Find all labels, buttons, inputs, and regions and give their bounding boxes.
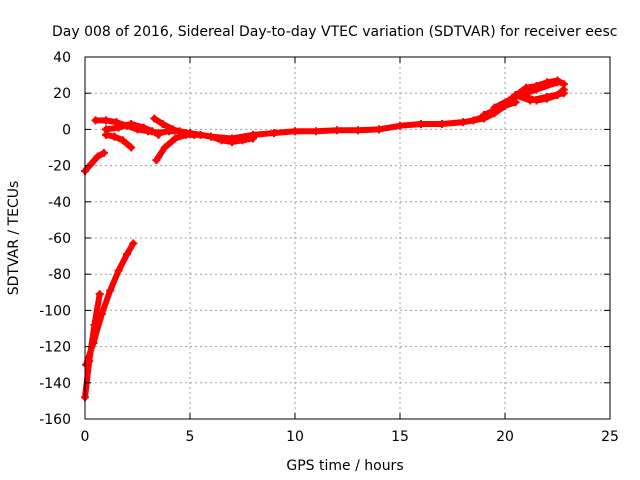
- data-point: [217, 136, 226, 145]
- axis-ticks: 0 5 10 15 20 25 -160 -140 -120 -100 -80 -60 -40 -20 0 2…: [39, 50, 619, 445]
- data-point: [112, 118, 121, 127]
- data-point: [207, 132, 215, 141]
- data-point: [480, 110, 488, 119]
- data-point: [127, 119, 136, 128]
- data-point: [490, 103, 499, 112]
- y-tick-label: -120: [39, 340, 71, 356]
- data-point: [171, 134, 180, 143]
- data-point: [87, 159, 96, 168]
- data-point: [553, 78, 562, 87]
- series-arc-a: [82, 149, 107, 175]
- data-point: [196, 130, 205, 139]
- data-point: [249, 134, 257, 143]
- y-axis-label: SDTVAR / TECUs: [6, 181, 22, 296]
- data-point: [511, 92, 520, 101]
- grid: [85, 57, 610, 419]
- y-tick-label: -40: [48, 195, 71, 211]
- data-point: [169, 125, 178, 134]
- data-point: [354, 126, 362, 135]
- data-point: [97, 310, 106, 319]
- y-tick-label: -160: [39, 412, 71, 428]
- data-point: [553, 91, 562, 100]
- y-tick-label: -80: [48, 267, 71, 283]
- data-point: [93, 152, 102, 161]
- y-tick-label: 40: [53, 50, 71, 66]
- data-point: [82, 360, 91, 369]
- data-point: [114, 123, 123, 132]
- data-point: [158, 119, 167, 128]
- data-point: [114, 266, 123, 275]
- data-point: [375, 125, 383, 134]
- series-arc-c: [103, 131, 135, 151]
- data-point: [150, 114, 159, 123]
- x-tick-label: 0: [81, 429, 90, 445]
- data-point: [95, 290, 104, 299]
- x-tick-label: 10: [286, 429, 304, 445]
- x-tick-label: 15: [391, 429, 409, 445]
- data-point: [106, 286, 115, 295]
- data-point: [129, 239, 138, 248]
- data-point: [181, 130, 190, 139]
- data-point: [333, 126, 341, 135]
- data-point: [543, 94, 551, 103]
- series-layer: [81, 76, 568, 402]
- data-point: [139, 123, 148, 132]
- data-point: [154, 130, 163, 139]
- data-point: [559, 85, 568, 94]
- data-point: [532, 96, 541, 105]
- data-point: [270, 129, 278, 138]
- data-point: [228, 138, 236, 147]
- data-point: [91, 116, 100, 125]
- data-point: [123, 250, 131, 259]
- data-point: [291, 127, 299, 136]
- data-point: [238, 136, 247, 145]
- data-point: [99, 148, 108, 157]
- x-tick-label: 25: [601, 429, 619, 445]
- y-tick-label: -140: [39, 376, 71, 392]
- data-point: [102, 125, 110, 134]
- data-point: [160, 143, 169, 152]
- data-point: [532, 85, 541, 94]
- data-point: [417, 119, 425, 128]
- y-tick-label: 20: [53, 86, 71, 102]
- data-point: [152, 156, 161, 165]
- x-tick-label: 20: [496, 429, 514, 445]
- data-point: [102, 116, 110, 125]
- data-point: [469, 116, 478, 125]
- data-point: [127, 143, 136, 152]
- data-point: [110, 132, 119, 141]
- data-point: [148, 127, 157, 136]
- x-tick-label: 5: [186, 429, 195, 445]
- y-tick-label: -60: [48, 231, 71, 247]
- series-arc-l: [491, 79, 561, 111]
- y-tick-label: -20: [48, 159, 71, 175]
- data-point: [396, 121, 404, 130]
- data-point: [459, 118, 467, 127]
- data-point: [118, 136, 127, 145]
- data-point: [312, 127, 320, 136]
- y-tick-label: -100: [39, 303, 71, 319]
- data-point: [438, 119, 446, 128]
- data-point: [89, 338, 98, 347]
- y-tick-label: 0: [62, 122, 71, 138]
- chart-title: Day 008 of 2016, Sidereal Day-to-day VTE…: [52, 24, 617, 40]
- x-axis-label: GPS time / hours: [286, 458, 403, 474]
